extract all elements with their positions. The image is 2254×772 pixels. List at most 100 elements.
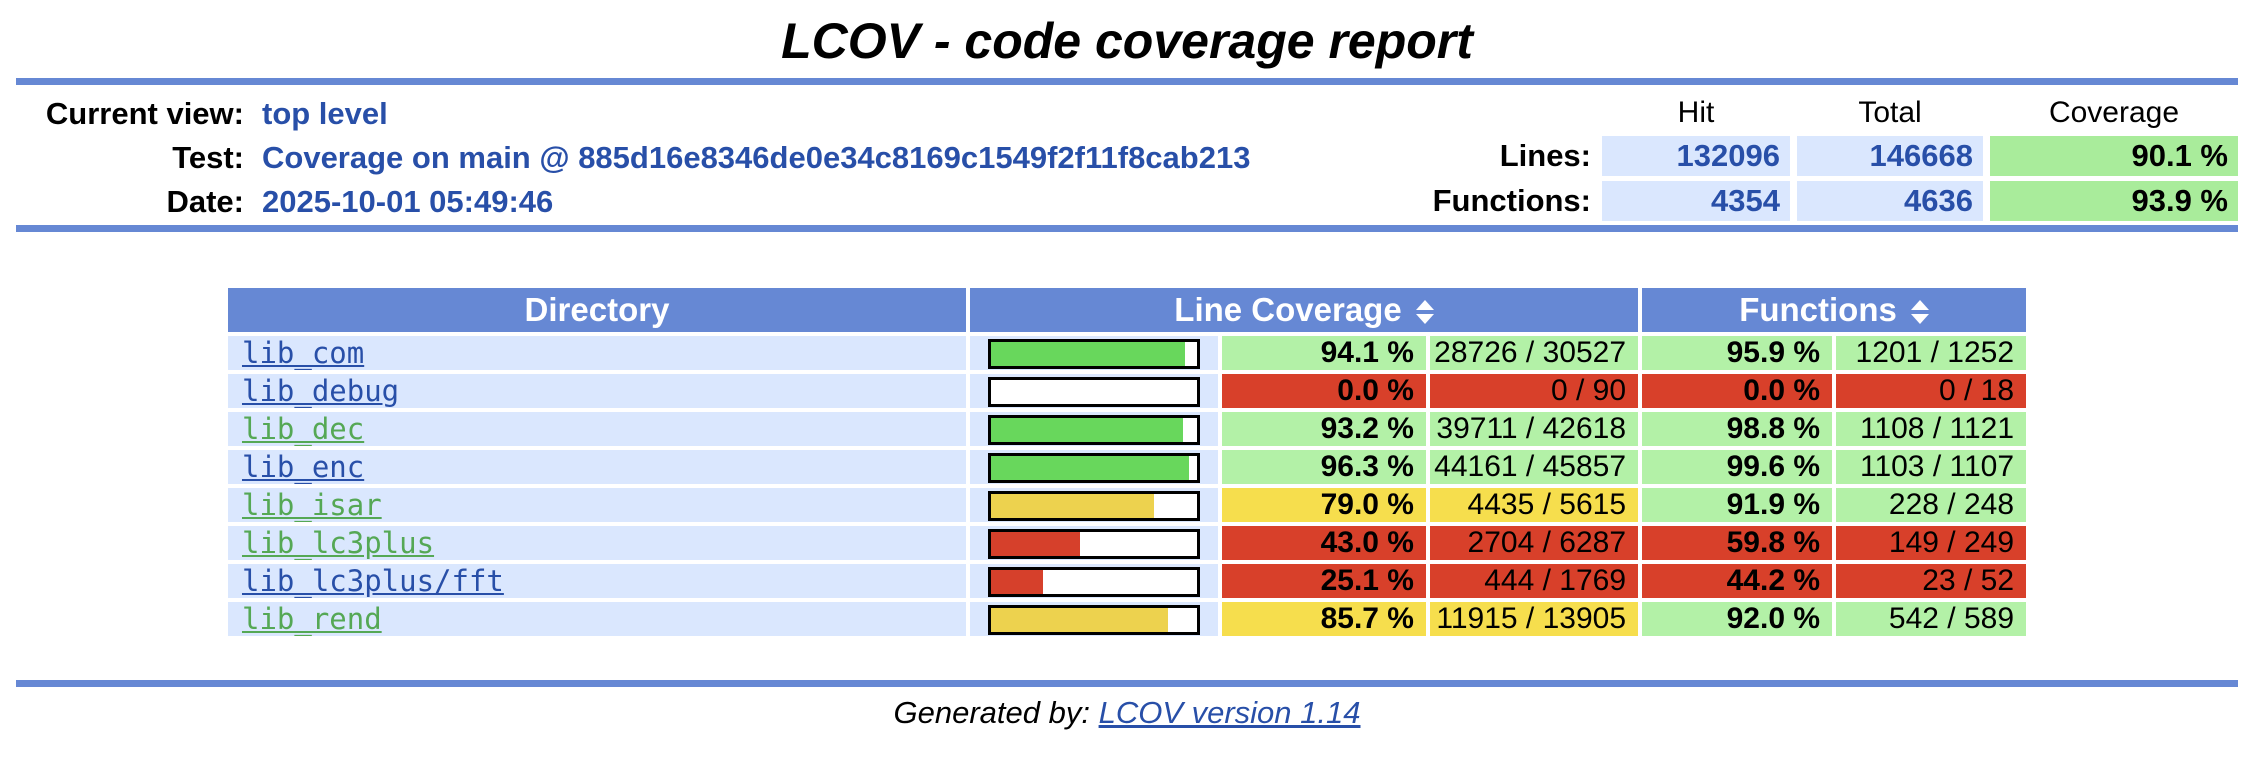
ruler-bottom — [16, 680, 2238, 687]
directory-cell: lib_lc3plus — [227, 526, 966, 560]
summary-lines-hit: 132096 — [1602, 136, 1790, 176]
coverage-bar-cell — [969, 488, 1218, 522]
coverage-bar-fill — [990, 608, 1168, 633]
sort-updown-icon[interactable] — [1910, 300, 1929, 325]
summary-lines-coverage: 90.1 % — [1990, 136, 2238, 176]
coverage-bar — [987, 377, 1200, 408]
coverage-bar-cell — [969, 374, 1218, 408]
line-coverage-percent: 79.0 % — [1221, 488, 1426, 522]
coverage-bar — [987, 567, 1200, 598]
functions-fraction: 149 / 249 — [1836, 526, 2027, 560]
date-value: 2025-10-01 05:49:46 — [262, 184, 554, 219]
date-label: Date: — [166, 184, 244, 219]
coverage-bar — [987, 491, 1200, 522]
coverage-bar-fill — [990, 532, 1080, 557]
summary-col-total: Total — [1858, 96, 1922, 129]
summary-col-hit: Hit — [1677, 96, 1715, 129]
table-row: lib_isar 79.0 % 4435 / 5615 91.9 % 228 / 248 — [227, 488, 2027, 522]
directory-link[interactable]: lib_rend — [241, 602, 382, 636]
functions-fraction: 23 / 52 — [1836, 564, 2027, 598]
coverage-bar — [987, 605, 1200, 636]
line-coverage-fraction: 11915 / 13905 — [1429, 602, 1639, 636]
directory-link[interactable]: lib_dec — [241, 412, 365, 446]
table-row: lib_lc3plus 43.0 % 2704 / 6287 59.8 % 149 / … — [227, 526, 2027, 560]
line-coverage-percent: 43.0 % — [1221, 526, 1426, 560]
directory-link[interactable]: lib_debug — [241, 374, 400, 408]
coverage-bar-cell — [969, 450, 1218, 484]
table-row: lib_dec 93.2 % 39711 / 42618 98.8 % 1108 / 1… — [227, 412, 2027, 446]
functions-percent: 98.8 % — [1642, 412, 1833, 446]
coverage-bar — [987, 339, 1200, 370]
coverage-bar-fill — [990, 342, 1185, 367]
table-row: lib_rend 85.7 % 11915 / 13905 92.0 % 542 / 5… — [227, 602, 2027, 636]
header-info: Current view: top level Test: Coverage o… — [0, 85, 2254, 225]
directory-link[interactable]: lib_lc3plus/fft — [241, 564, 504, 598]
coverage-summary: Hit Total Coverage Lines: 132096 146668 … — [1433, 95, 2238, 221]
directory-link[interactable]: lib_lc3plus — [241, 526, 435, 560]
coverage-bar — [987, 529, 1200, 560]
summary-lines-label: Lines: — [1499, 138, 1591, 173]
sort-updown-icon[interactable] — [1415, 300, 1434, 325]
line-coverage-fraction: 4435 / 5615 — [1429, 488, 1639, 522]
line-coverage-fraction: 44161 / 45857 — [1429, 450, 1639, 484]
table-row: lib_debug 0.0 % 0 / 90 0.0 % 0 / 18 — [227, 374, 2027, 408]
directory-link[interactable]: lib_com — [241, 336, 365, 370]
coverage-bar-cell — [969, 602, 1218, 636]
coverage-bar-cell — [969, 336, 1218, 370]
directory-link[interactable]: lib_isar — [241, 488, 382, 522]
table-row: lib_enc 96.3 % 44161 / 45857 99.6 % 1103 / 1… — [227, 450, 2027, 484]
line-coverage-fraction: 0 / 90 — [1429, 374, 1639, 408]
directory-table: Directory Line Coverage Functions lib_co… — [224, 284, 2030, 640]
table-row: lib_lc3plus/fft 25.1 % 444 / 1769 44.2 % 23 … — [227, 564, 2027, 598]
current-view-label: Current view: — [45, 96, 244, 131]
functions-percent: 95.9 % — [1642, 336, 1833, 370]
directory-cell: lib_lc3plus/fft — [227, 564, 966, 598]
coverage-bar-fill — [990, 570, 1043, 595]
line-coverage-fraction: 39711 / 42618 — [1429, 412, 1639, 446]
report-meta: Current view: top level Test: Coverage o… — [16, 95, 1251, 221]
directory-cell: lib_com — [227, 336, 966, 370]
functions-fraction: 0 / 18 — [1836, 374, 2027, 408]
functions-fraction: 1103 / 1107 — [1836, 450, 2027, 484]
ruler-top — [16, 78, 2238, 85]
test-value: Coverage on main @ 885d16e8346de0e34c816… — [262, 140, 1251, 175]
functions-percent: 0.0 % — [1642, 374, 1833, 408]
directory-cell: lib_dec — [227, 412, 966, 446]
functions-fraction: 542 / 589 — [1836, 602, 2027, 636]
line-coverage-percent: 0.0 % — [1221, 374, 1426, 408]
summary-functions-hit: 4354 — [1602, 181, 1790, 221]
directory-cell: lib_debug — [227, 374, 966, 408]
coverage-bar — [987, 453, 1200, 484]
line-coverage-percent: 94.1 % — [1221, 336, 1426, 370]
functions-percent: 44.2 % — [1642, 564, 1833, 598]
summary-functions-coverage: 93.9 % — [1990, 181, 2238, 221]
summary-functions-total: 4636 — [1797, 181, 1983, 221]
functions-percent: 99.6 % — [1642, 450, 1833, 484]
coverage-bar-fill — [990, 456, 1190, 481]
line-coverage-header-label: Line Coverage — [1174, 291, 1402, 328]
line-coverage-fraction: 28726 / 30527 — [1429, 336, 1639, 370]
functions-percent: 91.9 % — [1642, 488, 1833, 522]
functions-fraction: 1201 / 1252 — [1836, 336, 2027, 370]
coverage-bar-cell — [969, 564, 1218, 598]
coverage-bar — [987, 415, 1200, 446]
page-title: LCOV - code coverage report — [781, 13, 1473, 69]
directory-cell: lib_rend — [227, 602, 966, 636]
generated-by-label: Generated by: — [893, 695, 1099, 730]
table-row: lib_com 94.1 % 28726 / 30527 95.9 % 1201 / 1… — [227, 336, 2027, 370]
current-view-value: top level — [262, 96, 388, 131]
lcov-version-link[interactable]: LCOV version 1.14 — [1098, 695, 1361, 730]
column-header-directory: Directory — [227, 288, 966, 332]
directory-header-label: Directory — [524, 291, 670, 328]
directory-link[interactable]: lib_enc — [241, 450, 365, 484]
functions-fraction: 1108 / 1121 — [1836, 412, 2027, 446]
functions-percent: 92.0 % — [1642, 602, 1833, 636]
ruler-middle — [16, 225, 2238, 232]
column-header-line-coverage: Line Coverage — [969, 288, 1639, 332]
footer: Generated by: LCOV version 1.14 — [0, 695, 2254, 731]
directory-cell: lib_isar — [227, 488, 966, 522]
summary-col-coverage: Coverage — [2048, 96, 2180, 129]
coverage-bar-cell — [969, 526, 1218, 560]
line-coverage-percent: 96.3 % — [1221, 450, 1426, 484]
